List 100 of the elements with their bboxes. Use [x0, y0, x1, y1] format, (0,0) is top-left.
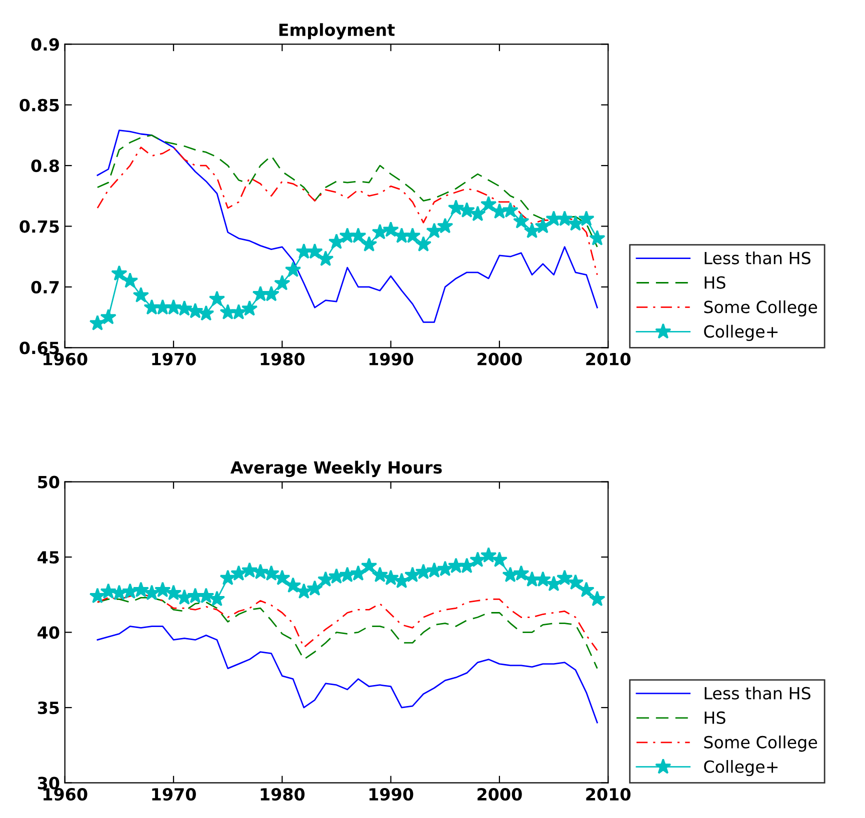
line-series [96, 130, 598, 323]
point [458, 202, 475, 218]
point [144, 584, 160, 600]
y-tick-label: 0.85 [20, 98, 59, 112]
x-tick-label: 2010 [586, 788, 630, 801]
point [198, 305, 214, 321]
x-tick-label: 1980 [260, 352, 305, 366]
line-series [96, 626, 598, 724]
point [241, 300, 258, 316]
point [132, 582, 150, 598]
point [437, 560, 454, 576]
point [350, 565, 366, 581]
point [404, 566, 421, 582]
point [122, 272, 138, 288]
point [100, 308, 116, 324]
point [480, 196, 497, 212]
point [318, 571, 334, 587]
x-tick-label: 1990 [369, 788, 414, 801]
point [589, 590, 606, 606]
y-tick-label: 0.75 [20, 220, 59, 233]
point [372, 566, 388, 582]
point [415, 236, 432, 252]
point [556, 570, 573, 586]
y-tick-label: 0.7 [31, 280, 59, 294]
legend-label: College+ [704, 324, 778, 341]
y-tick-label: 50 [38, 476, 60, 488]
point [187, 302, 204, 318]
y-tick-label: 0.8 [31, 160, 59, 172]
point [567, 215, 584, 231]
point [274, 570, 290, 586]
point [230, 565, 247, 581]
x-tick-label: 1960 [44, 352, 88, 366]
point [328, 234, 345, 250]
y-tick-label: 45 [38, 551, 59, 564]
legend-label: Less than HS [704, 686, 810, 700]
point [546, 576, 562, 592]
legend-label: Some College [704, 736, 818, 752]
point [89, 314, 106, 330]
point [339, 566, 356, 582]
point [437, 218, 454, 234]
point [448, 200, 464, 216]
point [360, 558, 378, 574]
point [132, 286, 150, 302]
x-tick-label: 2010 [586, 352, 630, 366]
y-tick-label: 35 [38, 702, 59, 714]
point [318, 250, 334, 266]
chart-title: Average Weekly Hours [230, 460, 442, 478]
point [404, 227, 421, 243]
point [252, 564, 269, 580]
legend-label: College+ [704, 760, 778, 776]
point [578, 210, 594, 226]
point [306, 580, 323, 596]
point [589, 230, 606, 246]
point [394, 572, 410, 588]
x-tick-label: 2000 [478, 788, 522, 801]
point [350, 227, 366, 243]
point [230, 304, 247, 320]
y-tick-label: 0.65 [20, 342, 59, 354]
point [502, 566, 518, 582]
x-tick-label: 2000 [478, 352, 522, 366]
y-tick-label: 40 [38, 626, 60, 639]
point [524, 222, 540, 238]
point [284, 577, 302, 593]
point [502, 202, 518, 218]
point [415, 564, 432, 580]
point [556, 210, 573, 226]
point [513, 212, 530, 228]
point [360, 236, 378, 252]
point [470, 206, 486, 222]
point [176, 589, 192, 605]
line-series [96, 134, 598, 248]
point [296, 583, 312, 599]
point [458, 558, 475, 574]
point [480, 547, 497, 563]
legend-label: Some College [704, 300, 818, 317]
point [513, 565, 530, 581]
point [263, 565, 280, 581]
chart-title: Employment [279, 23, 395, 40]
point [274, 274, 290, 290]
point [111, 265, 128, 281]
point [328, 568, 345, 584]
point [241, 562, 258, 578]
point [89, 588, 106, 604]
point [220, 570, 236, 586]
point [372, 224, 388, 240]
point [100, 583, 116, 599]
point [208, 590, 226, 606]
point [426, 562, 442, 578]
point [382, 570, 399, 586]
x-tick-label: 1960 [44, 788, 88, 801]
x-tick-label: 1990 [369, 352, 414, 366]
point [534, 218, 552, 234]
point [165, 584, 182, 600]
y-tick-label: 30 [38, 776, 60, 790]
y-tick-label: 0.9 [31, 38, 59, 51]
point [382, 221, 399, 237]
line-series [96, 146, 598, 276]
legend-label: HS [704, 711, 726, 724]
point [154, 582, 171, 598]
point [208, 290, 226, 306]
